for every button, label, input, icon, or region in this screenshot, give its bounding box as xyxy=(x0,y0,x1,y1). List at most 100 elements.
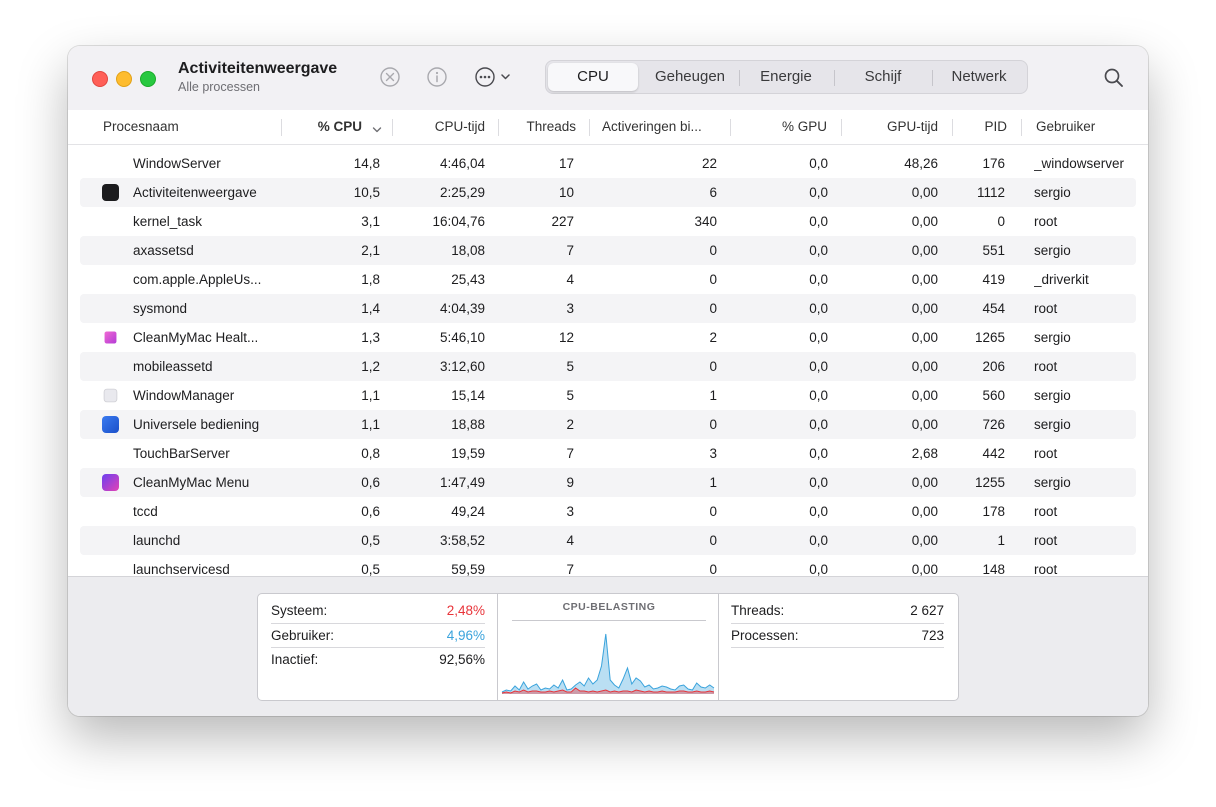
table-row[interactable]: axassetsd 2,1 18,08 7 0 0,0 0,00 551 sergio xyxy=(80,236,1136,265)
table-row[interactable]: WindowServer 14,8 4:46,04 17 22 0,0 48,26 176 _w… xyxy=(80,149,1136,178)
column-cpu-percent[interactable]: % CPU xyxy=(317,119,362,134)
cell-pid: 726 xyxy=(982,417,1005,432)
cell-gpu-time: 0,00 xyxy=(911,272,938,287)
cell-wakeups: 0 xyxy=(709,272,717,287)
table-row[interactable]: WindowManager 1,1 15,14 5 1 0,0 0,00 560 sergio xyxy=(80,381,1136,410)
table-row[interactable]: Universele bediening 1,1 18,88 2 0 0,0 0,00 726… xyxy=(80,410,1136,439)
tab-disk[interactable]: Schijf xyxy=(864,68,902,85)
view-tabs: CPU Geheugen Energie Schijf Netwerk xyxy=(545,60,1028,94)
user-value: 4,96% xyxy=(446,628,485,643)
cell-cpu-percent: 1,3 xyxy=(361,330,380,345)
table-row[interactable]: com.apple.AppleUs... 1,8 25,43 4 0 0,0 0,00 419… xyxy=(80,265,1136,294)
more-actions-button[interactable] xyxy=(474,65,518,89)
table-row[interactable]: TouchBarServer 0,8 19,59 7 3 0,0 2,68 442 root xyxy=(80,439,1136,468)
column-pid[interactable]: PID xyxy=(984,119,1007,134)
cell-cpu-time: 4:46,04 xyxy=(439,156,485,171)
cell-gpu-time: 0,00 xyxy=(911,330,938,345)
cell-threads: 3 xyxy=(566,301,574,316)
cell-user: root xyxy=(1034,562,1058,576)
table-row[interactable]: launchd 0,5 3:58,52 4 0 0,0 0,00 1 root xyxy=(80,526,1136,555)
table-row[interactable]: CleanMyMac Menu 0,6 1:47,49 9 1 0,0 0,00 1255 se… xyxy=(80,468,1136,497)
column-user[interactable]: Gebruiker xyxy=(1036,119,1096,134)
cell-cpu-time: 16:04,76 xyxy=(432,214,485,229)
cell-cpu-percent: 3,1 xyxy=(361,214,380,229)
table-row[interactable]: tccd 0,6 49,24 3 0 0,0 0,00 178 root xyxy=(80,497,1136,526)
cell-threads: 5 xyxy=(566,359,574,374)
cell-gpu-time: 0,00 xyxy=(911,504,938,519)
cell-gpu-time: 0,00 xyxy=(911,185,938,200)
column-wakeups[interactable]: Activeringen bi... xyxy=(602,119,702,134)
cell-user: sergio xyxy=(1034,475,1071,490)
cleanmymac-menu-icon xyxy=(102,474,119,491)
divider xyxy=(271,647,485,648)
cell-cpu-percent: 1,1 xyxy=(361,417,380,432)
table-row[interactable]: launchservicesd 0,5 59,59 7 0 0,0 0,00 148 root xyxy=(80,555,1136,576)
info-icon xyxy=(427,67,447,87)
search-button[interactable] xyxy=(1102,66,1126,95)
cell-process-name: CleanMyMac Menu xyxy=(133,475,250,490)
cell-pid: 419 xyxy=(982,272,1005,287)
column-divider xyxy=(281,119,282,136)
cell-wakeups: 0 xyxy=(709,301,717,316)
cell-wakeups: 0 xyxy=(709,243,717,258)
cell-threads: 5 xyxy=(566,388,574,403)
column-threads[interactable]: Threads xyxy=(526,119,576,134)
cell-cpu-time: 19,59 xyxy=(451,446,485,461)
minimize-window-button[interactable] xyxy=(116,71,132,87)
column-cpu-time[interactable]: CPU-tijd xyxy=(434,119,485,134)
cell-cpu-time: 4:04,39 xyxy=(439,301,485,316)
toolbar: Activiteitenweergave Alle processen xyxy=(68,46,1148,111)
idle-value: 92,56% xyxy=(439,652,485,667)
cell-gpu-time: 0,00 xyxy=(911,417,938,432)
table-row[interactable]: CleanMyMac Healt... 1,3 5:46,10 12 2 0,0 0,00 1… xyxy=(80,323,1136,352)
cell-cpu-time: 49,24 xyxy=(451,504,485,519)
cell-process-name: mobileassetd xyxy=(133,359,213,374)
cell-gpu-time: 0,00 xyxy=(911,214,938,229)
cell-cpu-time: 59,59 xyxy=(451,562,485,576)
column-gpu-time[interactable]: GPU-tijd xyxy=(886,119,938,134)
cell-cpu-percent: 2,1 xyxy=(361,243,380,258)
cell-gpu-time: 0,00 xyxy=(911,475,938,490)
cell-cpu-time: 5:46,10 xyxy=(439,330,485,345)
stop-process-button[interactable] xyxy=(378,65,402,89)
close-window-button[interactable] xyxy=(92,71,108,87)
cell-gpu-percent: 0,0 xyxy=(809,446,828,461)
cell-gpu-percent: 0,0 xyxy=(809,504,828,519)
cell-user: root xyxy=(1034,533,1058,548)
table-row[interactable]: Activiteitenweergave 10,5 2:25,29 10 6 0,0 0,0… xyxy=(80,178,1136,207)
cell-cpu-time: 18,88 xyxy=(451,417,485,432)
window-title: Activiteitenweergave xyxy=(178,60,338,77)
column-gpu-percent[interactable]: % GPU xyxy=(781,119,827,134)
cell-user: root xyxy=(1034,301,1058,316)
tab-cpu[interactable]: CPU xyxy=(548,63,638,91)
tab-network[interactable]: Netwerk xyxy=(951,68,1007,85)
tab-energy[interactable]: Energie xyxy=(760,68,812,85)
cell-wakeups: 22 xyxy=(701,156,717,171)
cell-cpu-percent: 1,4 xyxy=(361,301,380,316)
cell-user: root xyxy=(1034,504,1058,519)
table-row[interactable]: mobileassetd 1,2 3:12,60 5 0 0,0 0,00 206 root xyxy=(80,352,1136,381)
cell-pid: 176 xyxy=(982,156,1005,171)
sort-descending-icon[interactable] xyxy=(372,122,382,140)
system-label: Systeem: xyxy=(271,603,328,618)
column-divider xyxy=(952,119,953,136)
cell-gpu-time: 0,00 xyxy=(911,533,938,548)
universal-control-icon xyxy=(102,416,119,433)
divider xyxy=(731,647,944,648)
cell-user: root xyxy=(1034,214,1058,229)
cell-threads: 7 xyxy=(566,243,574,258)
tab-memory[interactable]: Geheugen xyxy=(654,68,726,85)
cell-gpu-time: 48,26 xyxy=(904,156,938,171)
cell-gpu-percent: 0,0 xyxy=(809,359,828,374)
cell-wakeups: 1 xyxy=(709,475,717,490)
column-process-name[interactable]: Procesnaam xyxy=(103,119,179,134)
cpu-load-chart xyxy=(501,633,715,694)
table-row[interactable]: sysmond 1,4 4:04,39 3 0 0,0 0,00 454 root xyxy=(80,294,1136,323)
zoom-window-button[interactable] xyxy=(140,71,156,87)
info-button[interactable] xyxy=(425,65,449,89)
table-row[interactable]: kernel_task 3,1 16:04,76 227 340 0,0 0,00 0 root xyxy=(80,207,1136,236)
cell-process-name: launchd xyxy=(133,533,181,548)
user-cpu-line xyxy=(501,633,715,693)
cell-cpu-time: 25,43 xyxy=(451,272,485,287)
cell-wakeups: 0 xyxy=(709,417,717,432)
